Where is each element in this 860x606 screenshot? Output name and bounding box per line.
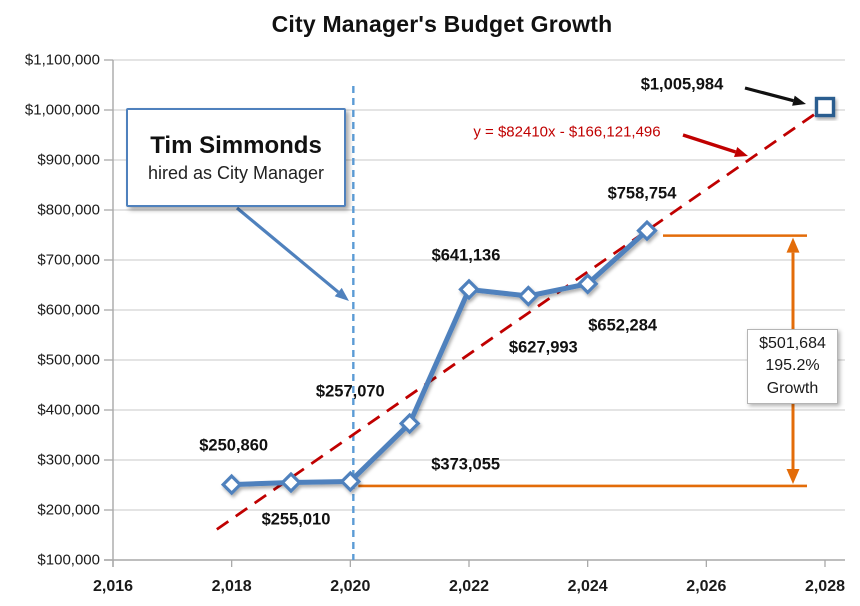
callout-box-hire: Tim Simmonds hired as City Manager xyxy=(126,108,346,207)
data-point-marker xyxy=(220,473,243,496)
series-line xyxy=(229,228,650,488)
data-point-marker xyxy=(576,273,599,295)
data-point-marker xyxy=(517,285,540,307)
growth-label: Growth xyxy=(766,379,819,397)
callout-title: Tim Simmonds xyxy=(150,131,322,159)
data-point-marker xyxy=(458,278,480,301)
projection-marker xyxy=(814,96,836,118)
bracket-arrow-up-head xyxy=(786,237,800,253)
equation-arrow xyxy=(682,133,737,154)
projection-arrow-head xyxy=(792,95,806,106)
equation-arrow-head xyxy=(734,147,748,157)
growth-summary-box: $501,684 195.2% Growth xyxy=(747,329,838,404)
growth-amount: $501,684 xyxy=(759,334,826,352)
projection-arrow xyxy=(744,86,794,103)
callout-arrow xyxy=(235,206,340,294)
trend-line xyxy=(216,105,826,531)
bracket-arrow-down-head xyxy=(786,468,800,484)
data-point-marker xyxy=(339,470,362,493)
growth-percent: 195.2% xyxy=(765,357,820,375)
data-point-marker xyxy=(398,412,421,435)
data-point-marker xyxy=(636,219,658,242)
budget-series xyxy=(220,219,658,496)
data-point-marker xyxy=(280,471,302,494)
callout-subtitle: hired as City Manager xyxy=(147,162,325,183)
chart-title: City Manager's Budget Growth xyxy=(271,11,613,37)
callout-arrow-head xyxy=(334,287,349,301)
